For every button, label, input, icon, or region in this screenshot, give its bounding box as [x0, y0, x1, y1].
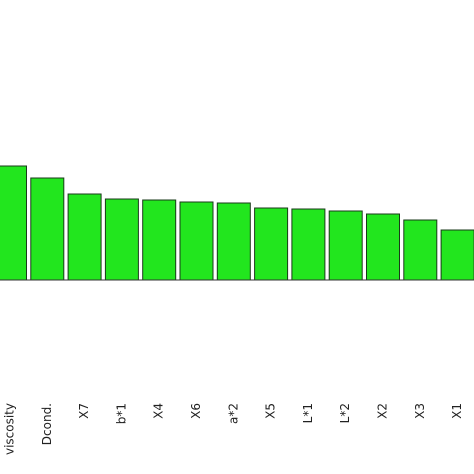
bar	[328, 210, 363, 281]
x-tick-label: X3	[413, 403, 427, 419]
bar	[179, 201, 214, 281]
bar	[254, 207, 289, 281]
x-tick-label: X2	[376, 403, 390, 419]
bar	[67, 193, 102, 281]
x-tick-label: L*2	[338, 403, 352, 423]
x-tick-label: X6	[189, 403, 203, 419]
bar	[366, 213, 400, 281]
bar	[142, 199, 177, 281]
x-tick-label: X4	[152, 403, 166, 419]
x-tick-label: b*1	[114, 403, 128, 424]
bar	[0, 165, 27, 281]
bar	[403, 219, 438, 281]
bar	[440, 229, 474, 281]
x-tick-label: viscosity	[3, 403, 17, 455]
x-tick-label: a*2	[226, 403, 240, 424]
x-tick-label: X7	[77, 403, 91, 419]
x-tick-label: X1	[450, 403, 464, 419]
bar	[30, 177, 65, 281]
x-tick-label: Dcond.	[40, 403, 54, 445]
bar	[291, 208, 326, 281]
bar	[104, 198, 139, 281]
bar	[216, 202, 251, 281]
x-tick-label: L*1	[301, 403, 315, 423]
x-tick-label: X5	[264, 403, 278, 419]
